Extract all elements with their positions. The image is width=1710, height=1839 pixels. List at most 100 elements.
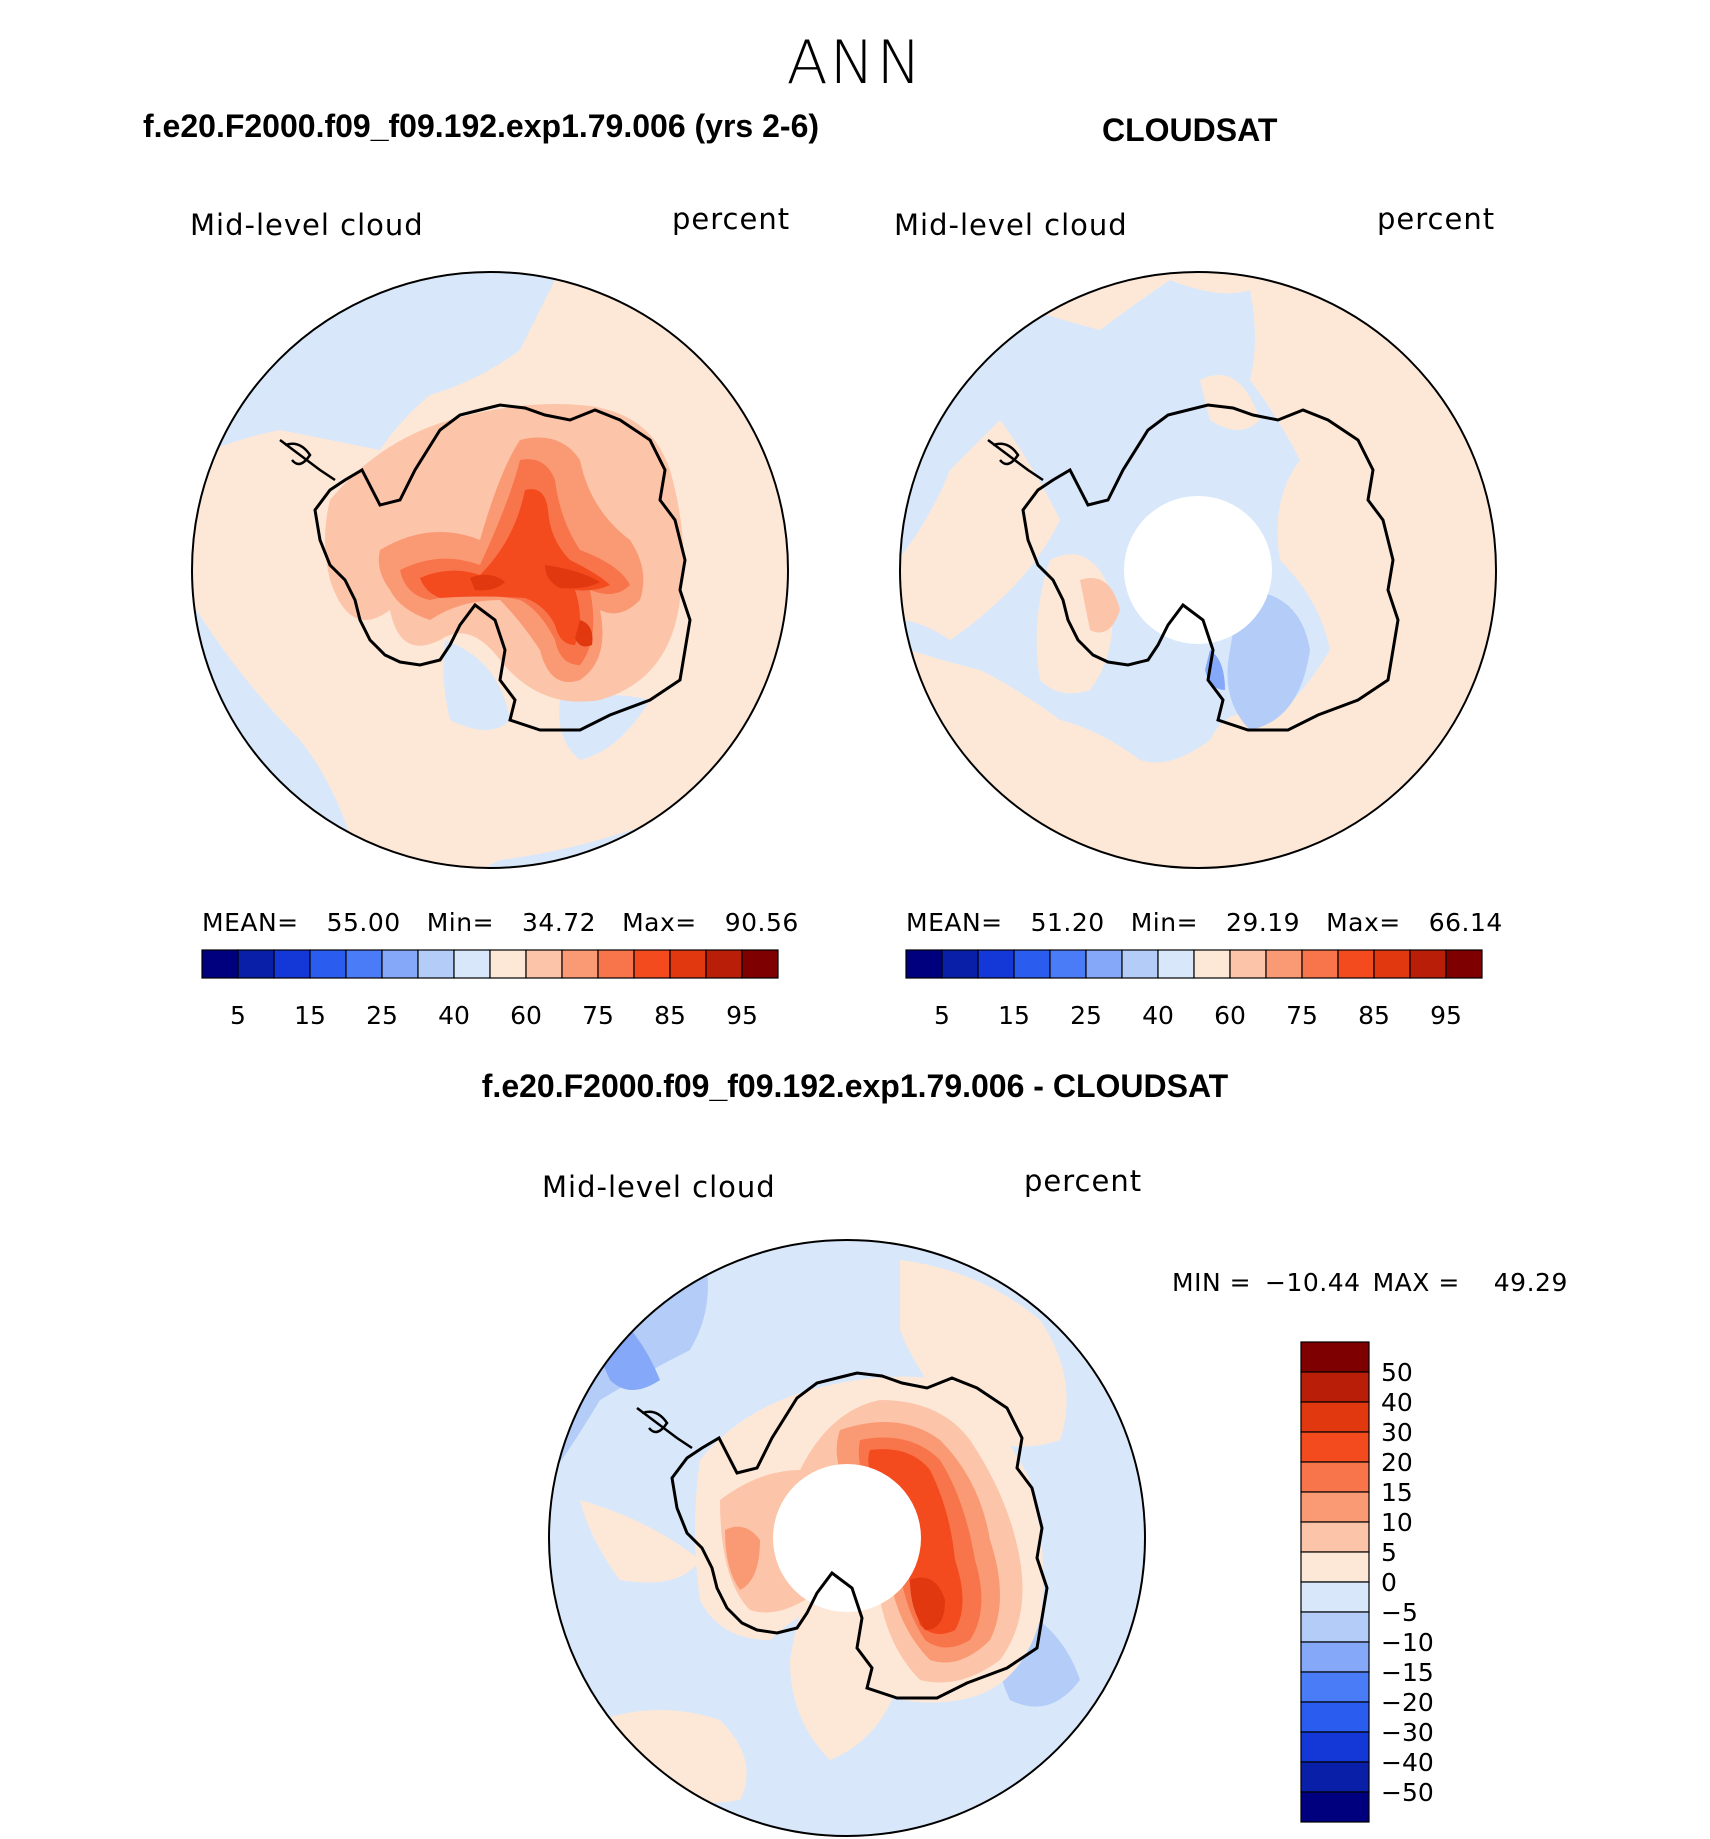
diff-colorbar-tick-label: 10 <box>1381 1508 1413 1537</box>
diff-colorbar-swatch <box>1300 1431 1370 1463</box>
obs-colorbar-swatch <box>1049 949 1087 979</box>
diff-field-peach-ross <box>790 1560 900 1760</box>
obs-stats: MEAN= 51.20 Min= 29.19 Max= 66.14 <box>906 908 1503 937</box>
obs-colorbar-swatch <box>1337 949 1375 979</box>
model-colorbar-tick-label: 75 <box>582 1001 614 1030</box>
diff-colorbar-tick-label: −5 <box>1381 1598 1418 1627</box>
obs-min-value: 29.19 <box>1226 908 1301 937</box>
diff-colorbar-tick-label: 40 <box>1381 1388 1413 1417</box>
obs-map-border <box>899 271 1497 869</box>
diff-max-label: MAX = <box>1372 1268 1460 1297</box>
model-colorbar-swatch <box>345 949 383 979</box>
diff-colorbar-tick-label: −40 <box>1381 1748 1434 1777</box>
diff-colorbar-tick-label: −15 <box>1381 1658 1434 1687</box>
model-colorbar-swatch <box>309 949 347 979</box>
obs-min-label: Min= <box>1130 908 1199 937</box>
obs-colorbar-swatch <box>941 949 979 979</box>
model-colorbar-swatch <box>669 949 707 979</box>
diff-max-value: 49.29 <box>1493 1268 1568 1297</box>
obs-colorbar-swatch <box>1373 949 1411 979</box>
obs-field-peach-wedge <box>1080 578 1120 633</box>
model-colorbar-swatch <box>705 949 743 979</box>
obs-colorbar-tick-label: 60 <box>1214 1001 1246 1030</box>
model-colorbar-swatch <box>237 949 275 979</box>
obs-colorbar-swatch <box>1229 949 1267 979</box>
obs-colorbar-tick-label: 40 <box>1142 1001 1174 1030</box>
model-colorbar-swatch <box>597 949 635 979</box>
model-colorbar-tick-label: 85 <box>654 1001 686 1030</box>
model-colorbar-swatch <box>417 949 455 979</box>
obs-colorbar-tick-label: 85 <box>1358 1001 1390 1030</box>
model-field-blue-ross <box>443 640 510 730</box>
obs-max-label: Max= <box>1326 908 1401 937</box>
obs-colorbar-tick-label: 25 <box>1070 1001 1102 1030</box>
diff-contour-west-15 <box>725 1526 760 1590</box>
model-map <box>191 271 789 869</box>
obs-colorbar-tick-label: 95 <box>1430 1001 1462 1030</box>
obs-colorbar-swatch <box>1085 949 1123 979</box>
model-mean-label: MEAN= <box>202 908 299 937</box>
model-colorbar-tick-label: 40 <box>438 1001 470 1030</box>
model-colorbar-swatch <box>453 949 491 979</box>
diff-colorbar-swatch <box>1300 1761 1370 1793</box>
obs-colorbar-swatch <box>905 949 943 979</box>
model-colorbar-swatch <box>381 949 419 979</box>
diff-colorbar-tick-label: −30 <box>1381 1718 1434 1747</box>
obs-field-peach-west <box>900 420 1060 640</box>
diff-colorbar-swatch <box>1300 1701 1370 1733</box>
diff-missing-data-hole <box>773 1464 921 1612</box>
model-field-blue-se <box>559 695 650 760</box>
obs-units-label: percent <box>1377 202 1496 236</box>
model-contour-90c <box>575 620 593 647</box>
model-peninsula <box>279 439 336 482</box>
model-map-border <box>191 271 789 869</box>
obs-colorbar-swatch <box>977 949 1015 979</box>
diff-colorbar-tick-label: −20 <box>1381 1688 1434 1717</box>
model-colorbar: 5 15 25 40 60 75 85 95 <box>201 949 779 1030</box>
diff-colorbar-tick-label: 15 <box>1381 1478 1413 1507</box>
diff-units-label: percent <box>1024 1164 1143 1198</box>
model-contour-85 <box>420 489 610 645</box>
model-panel-title: f.e20.F2000.f09_f09.192.exp1.79.006 (yrs… <box>143 108 820 144</box>
model-colorbar-tick-label: 5 <box>230 1001 246 1030</box>
obs-missing-data-hole <box>1124 496 1272 644</box>
model-contour-90a <box>470 574 505 591</box>
diff-min-label: MIN = <box>1172 1268 1252 1297</box>
model-colorbar-tick-label: 95 <box>726 1001 758 1030</box>
main-title: ANN <box>786 28 924 98</box>
obs-map <box>899 271 1497 869</box>
diff-min-value: −10.44 <box>1265 1268 1361 1297</box>
obs-colorbar-swatch <box>1265 949 1303 979</box>
obs-max-value: 66.14 <box>1428 908 1503 937</box>
obs-colorbar-tick-label: 15 <box>998 1001 1030 1030</box>
obs-colorbar-swatch <box>1121 949 1159 979</box>
obs-colorbar-swatch <box>1409 949 1447 979</box>
diff-stats: MIN = −10.44 MAX = 49.29 <box>1172 1268 1568 1297</box>
diff-colorbar-swatch <box>1300 1341 1370 1373</box>
diff-colorbar-tick-label: 5 <box>1381 1538 1397 1567</box>
diff-colorbar-swatch <box>1300 1731 1370 1763</box>
diff-coastline <box>670 1371 1049 1700</box>
obs-colorbar-swatch <box>1193 949 1231 979</box>
obs-colorbar-tick-label: 5 <box>934 1001 950 1030</box>
model-colorbar-tick-label: 60 <box>510 1001 542 1030</box>
obs-colorbar-swatch <box>1445 949 1483 979</box>
obs-colorbar-swatch <box>1157 949 1195 979</box>
diff-peninsula <box>636 1407 693 1450</box>
model-colorbar-swatch <box>525 949 563 979</box>
diff-field-peach-ne <box>900 1260 1067 1447</box>
obs-colorbar-swatch <box>1013 949 1051 979</box>
diff-colorbar-swatch <box>1300 1461 1370 1493</box>
model-stats: MEAN= 55.00 Min= 34.72 Max= 90.56 <box>202 908 799 937</box>
obs-panel-title: CLOUDSAT <box>1102 112 1278 148</box>
obs-coastline <box>1021 403 1400 732</box>
model-colorbar-swatch <box>741 949 779 979</box>
obs-peninsula <box>987 439 1044 482</box>
diff-colorbar-swatch <box>1300 1791 1370 1823</box>
model-max-label: Max= <box>622 908 697 937</box>
obs-mean-label: MEAN= <box>906 908 1003 937</box>
diff-map-border <box>548 1239 1146 1837</box>
model-variable-label: Mid-level cloud <box>190 208 424 242</box>
obs-variable-label: Mid-level cloud <box>894 208 1128 242</box>
